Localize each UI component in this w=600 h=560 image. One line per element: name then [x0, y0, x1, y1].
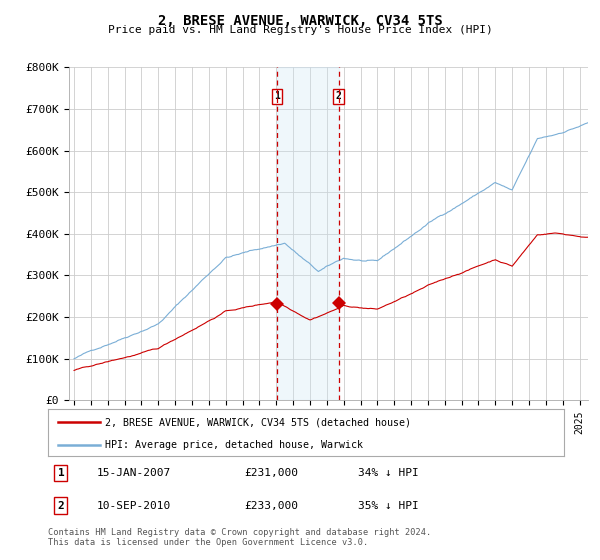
Text: £233,000: £233,000: [244, 501, 298, 511]
Text: 34% ↓ HPI: 34% ↓ HPI: [358, 468, 418, 478]
Text: 35% ↓ HPI: 35% ↓ HPI: [358, 501, 418, 511]
Text: Price paid vs. HM Land Registry's House Price Index (HPI): Price paid vs. HM Land Registry's House …: [107, 25, 493, 35]
Text: 1: 1: [58, 468, 64, 478]
Text: £231,000: £231,000: [244, 468, 298, 478]
Bar: [277, 67, 339, 400]
Text: 2, BRESE AVENUE, WARWICK, CV34 5TS: 2, BRESE AVENUE, WARWICK, CV34 5TS: [158, 14, 442, 28]
Text: HPI: Average price, detached house, Warwick: HPI: Average price, detached house, Warw…: [105, 440, 363, 450]
Text: 10-SEP-2010: 10-SEP-2010: [97, 501, 171, 511]
Text: 1: 1: [274, 91, 280, 101]
Text: 15-JAN-2007: 15-JAN-2007: [97, 468, 171, 478]
Text: Contains HM Land Registry data © Crown copyright and database right 2024.
This d: Contains HM Land Registry data © Crown c…: [48, 528, 431, 547]
Text: 2, BRESE AVENUE, WARWICK, CV34 5TS (detached house): 2, BRESE AVENUE, WARWICK, CV34 5TS (deta…: [105, 417, 411, 427]
Text: 2: 2: [336, 91, 342, 101]
Text: 2: 2: [58, 501, 64, 511]
